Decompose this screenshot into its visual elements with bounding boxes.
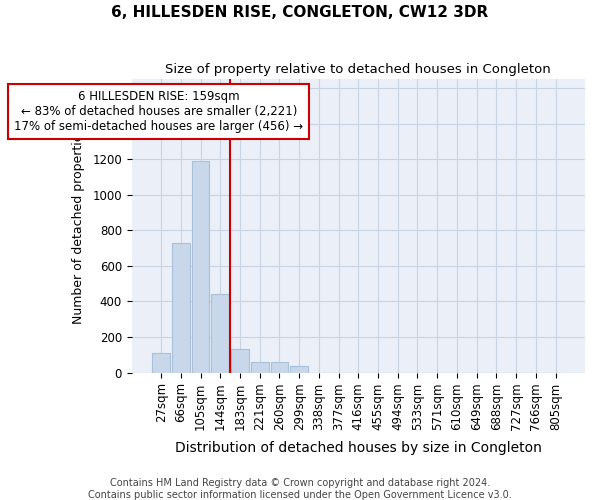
Bar [271,362,289,372]
Bar [251,362,269,372]
X-axis label: Distribution of detached houses by size in Congleton: Distribution of detached houses by size … [175,441,542,455]
Bar [211,294,229,372]
Y-axis label: Number of detached properties: Number of detached properties [72,128,85,324]
Text: 6, HILLESDEN RISE, CONGLETON, CW12 3DR: 6, HILLESDEN RISE, CONGLETON, CW12 3DR [112,5,488,20]
Bar [231,348,249,372]
Text: 6 HILLESDEN RISE: 159sqm
← 83% of detached houses are smaller (2,221)
17% of sem: 6 HILLESDEN RISE: 159sqm ← 83% of detach… [14,90,304,132]
Text: Contains HM Land Registry data © Crown copyright and database right 2024.
Contai: Contains HM Land Registry data © Crown c… [88,478,512,500]
Bar [172,243,190,372]
Bar [152,353,170,372]
Bar [192,161,209,372]
Bar [290,366,308,372]
Title: Size of property relative to detached houses in Congleton: Size of property relative to detached ho… [166,62,551,76]
